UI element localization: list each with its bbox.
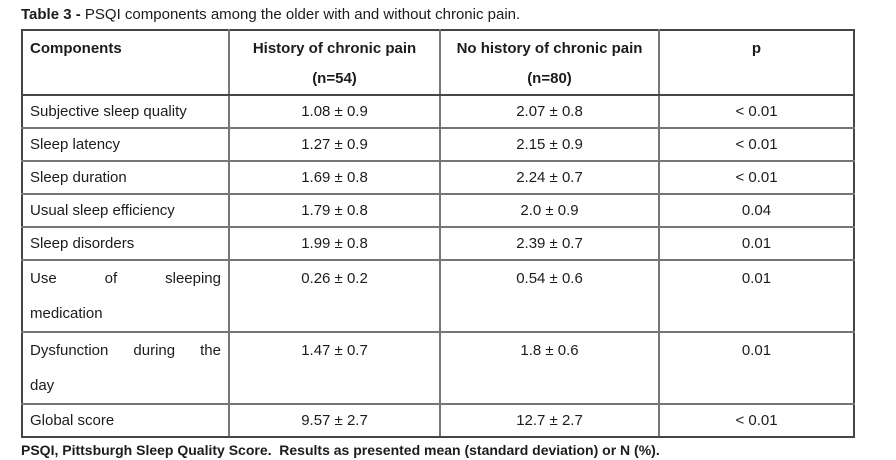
component-cell: Use of sleeping medication	[21, 259, 230, 333]
component-cell: Subjective sleep quality	[21, 94, 230, 129]
component-cell: Sleep latency	[21, 127, 230, 162]
header-components: Components	[21, 29, 230, 96]
header-p-value-label: p	[751, 40, 762, 57]
psqi-table: Components History of chronic pain (n=54…	[21, 29, 855, 438]
table-row: Sleep latency 1.27 ± 0.9 2.15 ± 0.9 < 0.…	[21, 127, 855, 162]
component-label-line1: Dysfunction during the	[30, 342, 221, 359]
component-cell: Global score	[21, 403, 230, 438]
no-pain-value-cell: 2.24 ± 0.7	[439, 160, 660, 195]
header-no-history-pain-n: (n=80)	[527, 70, 572, 87]
component-cell: Dysfunction during the day	[21, 331, 230, 405]
pain-value-cell: 1.27 ± 0.9	[228, 127, 441, 162]
header-history-pain: History of chronic pain (n=54)	[228, 29, 441, 96]
pain-value-cell: 1.99 ± 0.8	[228, 226, 441, 261]
p-value-cell: < 0.01	[658, 403, 855, 438]
table-row: Global score 9.57 ± 2.7 12.7 ± 2.7 < 0.0…	[21, 403, 855, 438]
pain-value-cell: 9.57 ± 2.7	[228, 403, 441, 438]
no-pain-value-cell: 0.54 ± 0.6	[439, 259, 660, 333]
no-pain-value-cell: 12.7 ± 2.7	[439, 403, 660, 438]
table-footnote: PSQI, Pittsburgh Sleep Quality Score. Re…	[21, 442, 660, 458]
p-value-cell: 0.01	[658, 226, 855, 261]
header-history-pain-label: History of chronic pain	[252, 40, 417, 57]
p-value-cell: < 0.01	[658, 127, 855, 162]
component-cell: Sleep disorders	[21, 226, 230, 261]
p-value-cell: 0.01	[658, 331, 855, 405]
component-label-line1: Use of sleeping	[30, 270, 221, 287]
p-value-cell: < 0.01	[658, 94, 855, 129]
table-row: Sleep disorders 1.99 ± 0.8 2.39 ± 0.7 0.…	[21, 226, 855, 261]
component-cell: Usual sleep efficiency	[21, 193, 230, 228]
pain-value-cell: 1.79 ± 0.8	[228, 193, 441, 228]
component-cell: Sleep duration	[21, 160, 230, 195]
header-row: Components History of chronic pain (n=54…	[21, 29, 855, 96]
p-value-cell: < 0.01	[658, 160, 855, 195]
pain-value-cell: 1.08 ± 0.9	[228, 94, 441, 129]
p-value-cell: 0.01	[658, 259, 855, 333]
no-pain-value-cell: 2.39 ± 0.7	[439, 226, 660, 261]
table-row: Use of sleeping medication 0.26 ± 0.2 0.…	[21, 259, 855, 333]
table-caption-text: PSQI components among the older with and…	[80, 6, 521, 23]
table-row: Sleep duration 1.69 ± 0.8 2.24 ± 0.7 < 0…	[21, 160, 855, 195]
no-pain-value-cell: 2.0 ± 0.9	[439, 193, 660, 228]
p-value-cell: 0.04	[658, 193, 855, 228]
header-no-history-pain: No history of chronic pain (n=80)	[439, 29, 660, 96]
header-p-value: p	[658, 29, 855, 96]
header-history-pain-n: (n=54)	[312, 70, 357, 87]
header-components-label: Components	[30, 40, 122, 57]
table-caption: Table 3 - PSQI components among the olde…	[21, 5, 896, 25]
table-row: Usual sleep efficiency 1.79 ± 0.8 2.0 ± …	[21, 193, 855, 228]
no-pain-value-cell: 1.8 ± 0.6	[439, 331, 660, 405]
header-no-history-pain-label: No history of chronic pain	[456, 40, 643, 57]
no-pain-value-cell: 2.15 ± 0.9	[439, 127, 660, 162]
component-label-line2: day	[30, 377, 55, 394]
pain-value-cell: 1.47 ± 0.7	[228, 331, 441, 405]
component-label-line2: medication	[30, 305, 103, 322]
table-row: Subjective sleep quality 1.08 ± 0.9 2.07…	[21, 94, 855, 129]
table-row: Dysfunction during the day 1.47 ± 0.7 1.…	[21, 331, 855, 405]
table-caption-label: Table 3 -	[21, 6, 81, 23]
pain-value-cell: 0.26 ± 0.2	[228, 259, 441, 333]
pain-value-cell: 1.69 ± 0.8	[228, 160, 441, 195]
no-pain-value-cell: 2.07 ± 0.8	[439, 94, 660, 129]
